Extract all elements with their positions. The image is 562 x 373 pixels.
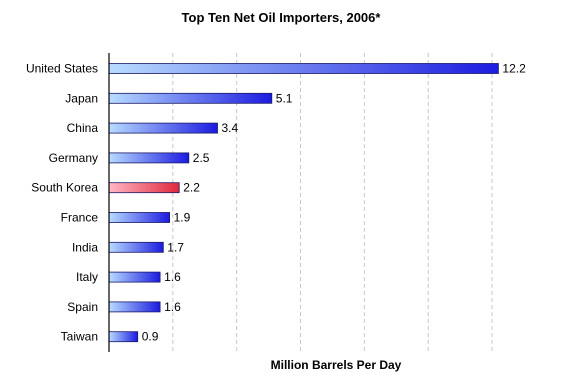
category-label: Spain [67, 300, 98, 314]
category-label: China [67, 121, 99, 135]
value-label: 2.2 [183, 181, 200, 195]
value-label: 1.6 [164, 300, 181, 314]
category-label: Japan [65, 91, 98, 105]
category-label: Taiwan [61, 330, 98, 344]
chart-title: Top Ten Net Oil Importers, 2006* [182, 10, 382, 25]
value-label: 12.2 [502, 62, 526, 76]
bar-taiwan [108, 331, 139, 343]
bar-france [108, 212, 170, 223]
category-label: India [72, 240, 98, 254]
value-label: 1.7 [167, 240, 184, 254]
value-label: 3.4 [222, 121, 239, 135]
category-label: Germany [49, 151, 98, 165]
category-labels: United States Japan China Germany South Kore… [26, 62, 98, 344]
bar-china [108, 122, 218, 134]
bar-germany [108, 152, 190, 164]
category-label: South Korea [31, 181, 98, 195]
value-label: 1.9 [174, 211, 191, 225]
value-label: 0.9 [142, 330, 159, 344]
category-label: France [61, 211, 99, 225]
category-label: Italy [76, 270, 98, 284]
bar-italy [108, 271, 161, 283]
bar-india [108, 241, 164, 253]
bar-united-states [108, 63, 499, 74]
value-label: 5.1 [276, 91, 293, 105]
category-label: United States [26, 62, 98, 76]
value-label: 2.5 [193, 151, 210, 165]
bar-japan [108, 92, 273, 104]
value-label: 1.6 [164, 270, 181, 284]
value-labels: 12.2 5.1 3.4 2.5 2.2 1.9 1.7 1.6 1.6 0.9 [142, 62, 526, 344]
bar-south-korea [108, 182, 180, 194]
bar-spain [108, 301, 161, 313]
x-axis-title: Million Barrels Per Day [271, 358, 402, 372]
